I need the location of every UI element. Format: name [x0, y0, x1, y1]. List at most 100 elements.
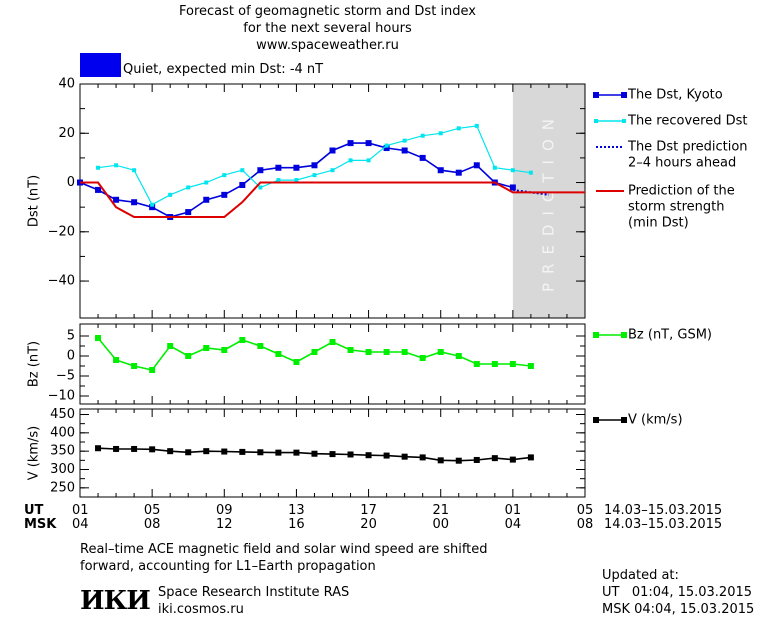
- dst-legend-label: Prediction of the: [628, 184, 735, 199]
- prediction-label: PREDICTION: [539, 110, 557, 292]
- msk-tick-label: 12: [216, 517, 233, 532]
- dst-series-1-point: [384, 143, 389, 148]
- dst-legend-marker: [594, 119, 598, 123]
- dst-legend-label: The Dst prediction: [627, 140, 748, 155]
- msk-tick-label: 00: [432, 517, 449, 532]
- v-series-0-point: [509, 456, 516, 463]
- dst-series-1-point: [420, 133, 425, 138]
- msk-tick-label: 08: [577, 517, 594, 532]
- dst-series-0-point: [185, 209, 192, 216]
- chart-title-line-3: www.spaceweather.ru: [256, 38, 399, 53]
- dst-series-1-point: [456, 126, 461, 131]
- v-series-0-point: [383, 452, 390, 459]
- bz-series-0-point: [95, 335, 102, 341]
- dst-series-1-point: [474, 123, 479, 128]
- chart-title-line-1: Forecast of geomagnetic storm and Dst in…: [178, 4, 477, 19]
- dst-ylabel: Dst (nT): [27, 175, 42, 227]
- dst-legend-marker: [621, 92, 627, 98]
- dst-series-0-point: [95, 186, 102, 193]
- bz-series-0-point: [437, 349, 444, 355]
- v-series-0-point: [365, 452, 372, 459]
- dst-series-1-point: [366, 158, 371, 163]
- ut-axis-label: UT: [24, 503, 44, 518]
- bz-ylabel: Bz (nT): [27, 341, 42, 387]
- msk-date-range: 14.03–15.03.2015: [604, 517, 722, 532]
- ut-tick-label: 09: [216, 503, 233, 518]
- dst-series-0-point: [203, 196, 210, 203]
- footnote-line-2: forward, accounting for L1–Earth propaga…: [80, 559, 376, 574]
- dst-series-0-point: [401, 147, 408, 154]
- ut-date-range: 14.03–15.03.2015: [604, 503, 722, 518]
- dst-series-0-point: [383, 145, 390, 152]
- dst-series-0-point: [473, 162, 480, 169]
- bz-series-0-point: [455, 353, 462, 359]
- dst-series-0-point: [329, 147, 336, 154]
- updated-ut: UT 01:04, 15.03.2015: [602, 585, 753, 600]
- v-series-0-point: [275, 449, 282, 456]
- dst-legend-label: The recovered Dst: [627, 114, 747, 129]
- bz-series-0-point: [383, 349, 390, 355]
- dst-series-1-point: [240, 168, 245, 173]
- dst-series-1-point: [150, 202, 155, 207]
- bz-ytick-label: −5: [56, 369, 75, 384]
- dst-series-0-point: [419, 154, 426, 161]
- ut-tick-label: 01: [505, 503, 522, 518]
- bz-legend-label: Bz (nT, GSM): [628, 328, 712, 343]
- v-ytick-label: 350: [50, 444, 75, 459]
- msk-tick-label: 20: [360, 517, 377, 532]
- msk-tick-label: 04: [72, 517, 89, 532]
- ut-tick-label: 21: [432, 503, 449, 518]
- bz-series-0-point: [311, 349, 318, 355]
- dst-series-0-point: [347, 140, 354, 147]
- v-series-0-point: [455, 457, 462, 464]
- v-series-0-point: [131, 445, 138, 452]
- dst-series-0-point: [311, 162, 318, 169]
- status-swatch: [80, 53, 121, 77]
- dst-series-1-point: [330, 168, 335, 173]
- dst-series-0-point: [293, 164, 300, 171]
- dst-series-0-point: [113, 196, 120, 203]
- v-series-0-point: [239, 448, 246, 455]
- dst-ytick-label: −40: [48, 274, 75, 289]
- dst-legend-marker: [593, 92, 599, 98]
- dst-series-0-point: [131, 199, 138, 206]
- bz-series-0-point: [239, 337, 246, 343]
- bz-series-0-point: [293, 359, 300, 365]
- dst-ytick-label: −20: [48, 224, 75, 239]
- dst-series-1-point: [186, 185, 191, 190]
- dst-series-1-point: [510, 168, 515, 173]
- v-series-0-point: [185, 449, 192, 456]
- updated-msk: MSK 04:04, 15.03.2015: [602, 602, 755, 617]
- bz-series-0-point: [185, 353, 192, 359]
- v-series-0-point: [257, 449, 264, 456]
- institute-website[interactable]: iki.cosmos.ru: [158, 602, 244, 617]
- dst-series-1-point: [96, 165, 101, 170]
- v-ytick-label: 300: [50, 462, 75, 477]
- dst-series-0-point: [455, 169, 462, 176]
- updated-label: Updated at:: [602, 568, 679, 583]
- bz-series-0-point: [149, 367, 156, 373]
- dst-ytick-label: 40: [58, 77, 75, 92]
- dst-series-0-point: [257, 167, 264, 174]
- v-series-0-point: [221, 448, 228, 455]
- v-series-0-point: [167, 448, 174, 455]
- dst-series-1-point: [492, 165, 497, 170]
- ut-tick-label: 05: [144, 503, 161, 518]
- dst-series-3-line: [80, 181, 585, 218]
- dst-series-0-point: [437, 167, 444, 174]
- dst-series-1-point: [312, 173, 317, 178]
- dst-legend-label: 2–4 hours ahead: [628, 156, 736, 171]
- bz-series-0-point: [527, 363, 534, 369]
- v-series-0-point: [113, 445, 120, 452]
- bz-series-0-point: [509, 361, 516, 367]
- dst-frame: [79, 83, 586, 319]
- dst-series-1-point: [294, 178, 299, 183]
- dst-series-1-point: [132, 168, 137, 173]
- bz-series-0-point: [257, 343, 264, 349]
- bz-series-0-point: [131, 363, 138, 369]
- v-legend-label: V (km/s): [628, 413, 683, 428]
- iki-logo: ИКИ: [80, 586, 151, 616]
- bz-legend-marker: [593, 332, 599, 338]
- ut-tick-label: 05: [577, 503, 594, 518]
